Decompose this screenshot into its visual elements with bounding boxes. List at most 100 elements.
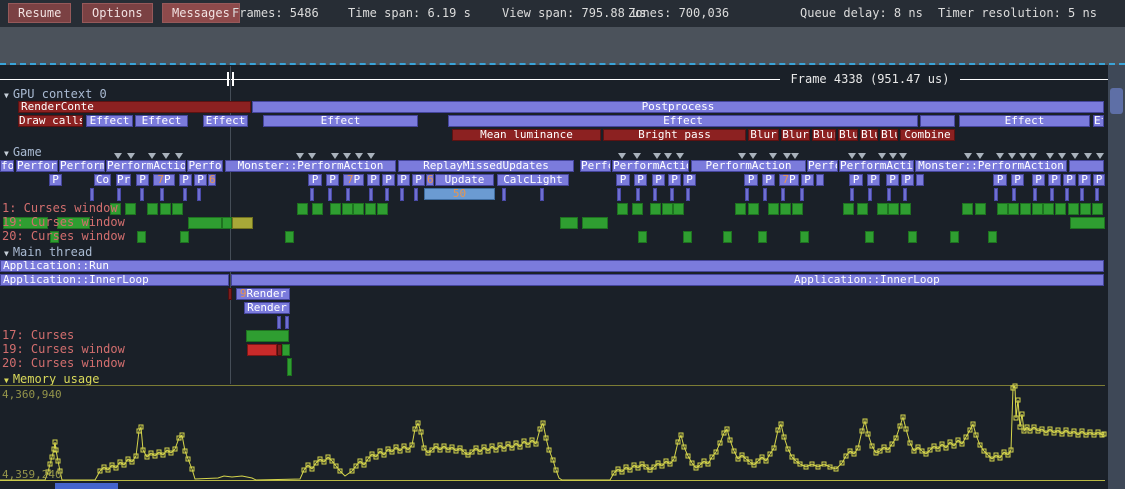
message-marker-icon[interactable] xyxy=(175,153,183,159)
game-zone[interactable]: Perfc xyxy=(807,160,838,172)
gpu-zone[interactable]: Blur xyxy=(838,129,858,141)
lock-event[interactable] xyxy=(768,203,779,215)
game-zone[interactable]: P xyxy=(849,174,863,186)
game-zone[interactable]: P xyxy=(1093,174,1105,186)
gpu-zone[interactable]: Effect xyxy=(263,115,418,127)
message-marker-icon[interactable] xyxy=(1019,153,1027,159)
game-zone[interactable] xyxy=(1095,188,1099,201)
lock-event[interactable] xyxy=(582,217,608,229)
message-marker-icon[interactable] xyxy=(791,153,799,159)
lock-event[interactable] xyxy=(632,203,643,215)
lock-event[interactable] xyxy=(617,203,628,215)
game-zone[interactable]: 6 xyxy=(208,174,216,186)
lock-event[interactable] xyxy=(683,231,692,243)
lock-event[interactable] xyxy=(342,203,353,215)
gpu-zone[interactable]: Effect xyxy=(959,115,1090,127)
game-zone[interactable]: P xyxy=(762,174,775,186)
message-marker-icon[interactable] xyxy=(1096,153,1104,159)
message-marker-icon[interactable] xyxy=(308,153,316,159)
game-zone[interactable]: ReplayMissedUpdates xyxy=(398,160,574,172)
game-zone[interactable]: 7P xyxy=(343,174,364,186)
game-zone[interactable]: P xyxy=(993,174,1007,186)
message-marker-icon[interactable] xyxy=(653,153,661,159)
lock-event[interactable] xyxy=(962,203,973,215)
game-zone[interactable] xyxy=(385,188,389,201)
game-zone[interactable]: P xyxy=(308,174,322,186)
message-marker-icon[interactable] xyxy=(858,153,866,159)
game-zone[interactable]: Perform xyxy=(16,160,58,172)
frames-overview-strip[interactable] xyxy=(0,27,1125,65)
lock-event[interactable] xyxy=(285,231,294,243)
game-zone[interactable]: Monster::PerformAction xyxy=(915,160,1067,172)
game-zone[interactable]: 7P xyxy=(779,174,799,186)
message-marker-icon[interactable] xyxy=(1029,153,1037,159)
message-marker-icon[interactable] xyxy=(148,153,156,159)
game-zone[interactable]: CalcLight xyxy=(497,174,569,186)
game-zone[interactable] xyxy=(1012,188,1016,201)
game-zone[interactable]: P xyxy=(179,174,192,186)
gpu-zone[interactable] xyxy=(920,115,955,127)
game-zone[interactable]: 6 xyxy=(426,174,434,186)
main-zone[interactable]: Application::InnerLoop xyxy=(231,274,1104,286)
game-zone[interactable]: P xyxy=(867,174,880,186)
message-marker-icon[interactable] xyxy=(964,153,972,159)
thread-label[interactable]: 1: Curses window xyxy=(2,201,118,215)
lock-event[interactable] xyxy=(365,203,376,215)
game-zone[interactable]: P xyxy=(744,174,758,186)
lock-event[interactable] xyxy=(147,203,158,215)
main-thread-header[interactable]: ▼ Main thread xyxy=(4,245,93,259)
lock-event[interactable] xyxy=(160,203,171,215)
lock-event[interactable] xyxy=(975,203,986,215)
message-marker-icon[interactable] xyxy=(889,153,897,159)
message-marker-icon[interactable] xyxy=(899,153,907,159)
frame-tick[interactable] xyxy=(227,72,229,86)
message-marker-icon[interactable] xyxy=(1084,153,1092,159)
message-marker-icon[interactable] xyxy=(848,153,856,159)
message-marker-icon[interactable] xyxy=(996,153,1004,159)
game-zone[interactable] xyxy=(197,188,201,201)
gpu-zone[interactable]: Mean luminance xyxy=(452,129,601,141)
message-marker-icon[interactable] xyxy=(367,153,375,159)
lock-event[interactable] xyxy=(287,358,292,376)
game-zone[interactable]: P xyxy=(1063,174,1076,186)
message-marker-icon[interactable] xyxy=(1008,153,1016,159)
thread-label[interactable]: 19: Curses window xyxy=(2,342,125,356)
game-zone[interactable]: P xyxy=(1032,174,1045,186)
lock-event[interactable] xyxy=(1032,203,1043,215)
game-zone[interactable]: P xyxy=(367,174,380,186)
game-zone[interactable]: P xyxy=(1011,174,1024,186)
game-zone[interactable]: P xyxy=(901,174,914,186)
game-zone[interactable]: Co xyxy=(94,174,111,186)
lock-event[interactable] xyxy=(282,344,290,356)
resume-button[interactable]: Resume xyxy=(8,3,72,23)
game-zone[interactable] xyxy=(850,188,854,201)
message-marker-icon[interactable] xyxy=(878,153,886,159)
lock-event[interactable] xyxy=(800,231,809,243)
message-marker-icon[interactable] xyxy=(296,153,304,159)
game-zone[interactable] xyxy=(310,188,314,201)
lock-event[interactable] xyxy=(1008,203,1019,215)
game-zone[interactable]: Perform xyxy=(59,160,105,172)
lock-event[interactable] xyxy=(1055,203,1066,215)
game-zone[interactable]: P xyxy=(1048,174,1061,186)
lock-event[interactable] xyxy=(353,203,364,215)
game-zone[interactable]: P xyxy=(801,174,814,186)
game-zone[interactable] xyxy=(1069,160,1104,172)
messages-button[interactable]: Messages xyxy=(162,3,240,23)
lock-event[interactable] xyxy=(723,231,732,243)
game-zone[interactable]: P xyxy=(668,174,681,186)
lock-event[interactable] xyxy=(1068,203,1079,215)
main-zone[interactable]: Application::InnerLoop xyxy=(0,274,229,286)
game-thread-header[interactable]: ▼ Game xyxy=(4,145,42,159)
lock-event[interactable] xyxy=(172,203,183,215)
message-marker-icon[interactable] xyxy=(343,153,351,159)
lock-event[interactable] xyxy=(1070,217,1105,229)
lock-event[interactable] xyxy=(1020,203,1031,215)
lock-event[interactable] xyxy=(312,203,323,215)
game-zone[interactable]: PerformAction xyxy=(106,160,186,172)
thread-label[interactable]: 19: Curses window xyxy=(2,215,125,229)
message-marker-icon[interactable] xyxy=(355,153,363,159)
lock-event[interactable] xyxy=(673,203,684,215)
message-marker-icon[interactable] xyxy=(976,153,984,159)
message-marker-icon[interactable] xyxy=(1071,153,1079,159)
